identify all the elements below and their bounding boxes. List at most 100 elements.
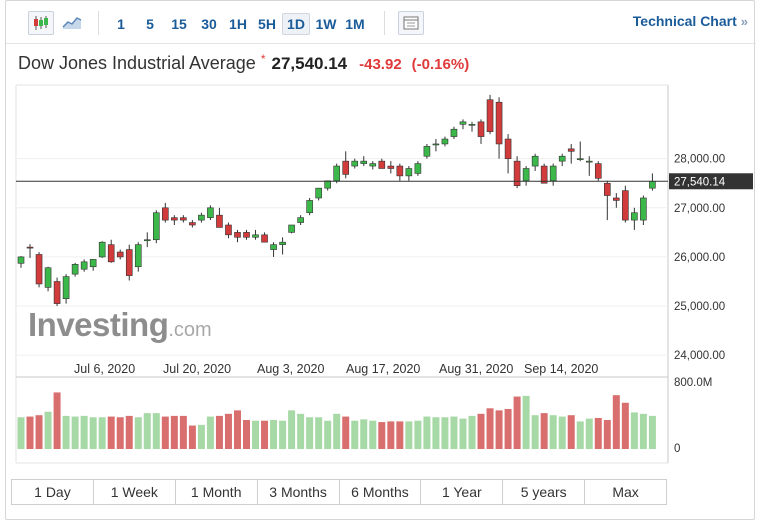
- volume-bar: [279, 420, 287, 449]
- volume-bar: [261, 420, 269, 449]
- volume-bars: [17, 392, 656, 449]
- candle-body: [116, 251, 124, 258]
- candle-body: [89, 259, 97, 268]
- candle-body: [80, 261, 88, 270]
- toolbar-divider: [98, 11, 99, 35]
- volume-bar: [288, 410, 296, 449]
- price-change: -43.92: [359, 56, 402, 73]
- volume-bar: [495, 410, 503, 449]
- volume-bar: [116, 417, 124, 449]
- date-axis: Jul 6, 2020 Jul 20, 2020 Aug 3, 2020 Aug…: [74, 362, 598, 376]
- volume-bar: [468, 415, 476, 449]
- candle-body: [162, 207, 169, 221]
- timeframe-1d[interactable]: 1D: [282, 13, 310, 35]
- volume-bar: [161, 416, 169, 449]
- range-3-months[interactable]: 3 Months: [257, 480, 340, 504]
- area-chart-icon[interactable]: [60, 11, 84, 33]
- candle-body: [631, 212, 638, 221]
- volume-bar: [459, 418, 467, 449]
- volume-bar: [188, 425, 196, 449]
- volume-bar: [630, 412, 638, 449]
- candle-body: [207, 207, 214, 218]
- price-axis: 28,000.00 27,000.00 26,000.00 25,000.00 …: [674, 154, 725, 362]
- candles: [17, 94, 656, 307]
- range-1-day[interactable]: 1 Day: [12, 480, 94, 504]
- volume-bar: [594, 417, 602, 449]
- y-tick-label: 28,000.00: [674, 154, 725, 166]
- volume-bar: [270, 420, 278, 449]
- candle-body: [225, 224, 232, 236]
- candle-body: [333, 165, 341, 182]
- range-5-years[interactable]: 5 years: [503, 480, 586, 504]
- candle-body: [378, 160, 386, 169]
- x-tick-label: Aug 17, 2020: [346, 362, 420, 376]
- candle-body: [531, 155, 539, 167]
- candle-body: [189, 222, 196, 226]
- price-tag-box: [669, 173, 753, 190]
- candle-body: [261, 234, 268, 243]
- candle-body: [504, 138, 512, 159]
- current-price-tag: 27,540.14: [669, 173, 753, 190]
- timeframe-5h[interactable]: 5H: [258, 16, 276, 32]
- volume-bar: [585, 418, 593, 449]
- range-1-week[interactable]: 1 Week: [93, 480, 176, 504]
- chart-toolbar: 1 5 15 30 1H 5H 1D 1W 1M Technical Chart…: [6, 1, 756, 44]
- candle-body: [35, 254, 43, 285]
- range-max[interactable]: Max: [585, 480, 666, 504]
- volume-bar: [549, 415, 557, 449]
- volume-bar: [333, 413, 341, 449]
- volume-bar: [576, 421, 584, 449]
- volume-bar: [17, 417, 25, 449]
- volume-bar: [567, 415, 575, 449]
- volume-bar: [450, 416, 458, 449]
- candlestick-icon[interactable]: [28, 11, 54, 35]
- technical-chart-link[interactable]: Technical Chart»: [633, 13, 748, 29]
- candle-body: [396, 165, 404, 177]
- timeframe-1w[interactable]: 1W: [315, 16, 337, 32]
- candle-body: [143, 239, 151, 242]
- volume-bar: [224, 413, 232, 449]
- candle-body: [649, 180, 656, 189]
- volume-bar: [125, 415, 133, 449]
- candle-body: [252, 234, 259, 238]
- investing-logo-watermark: Investing .com: [28, 306, 212, 344]
- candle-body: [640, 197, 647, 221]
- candle-body: [315, 187, 322, 199]
- timeframe-5min[interactable]: 5: [146, 16, 154, 32]
- x-tick-label: Jul 6, 2020: [74, 362, 135, 376]
- timeframe-1min[interactable]: 1: [117, 16, 125, 32]
- candle-body: [288, 224, 295, 233]
- candle-body: [216, 214, 223, 228]
- volume-bar: [540, 413, 548, 449]
- volume-bar: [143, 413, 151, 449]
- volume-bar: [80, 415, 88, 449]
- timeframe-30min[interactable]: 30: [201, 16, 217, 32]
- volume-bar: [44, 411, 52, 449]
- candle-body: [98, 241, 106, 258]
- candle-body: [198, 214, 205, 221]
- candle-body: [125, 249, 133, 276]
- volume-bar: [62, 415, 70, 449]
- candle-body: [432, 143, 440, 146]
- range-6-months[interactable]: 6 Months: [339, 480, 422, 504]
- candle-body: [107, 244, 115, 263]
- volume-bar: [243, 420, 250, 449]
- range-1-year[interactable]: 1 Year: [421, 480, 504, 504]
- candle-body: [486, 99, 494, 132]
- volume-bar: [387, 421, 395, 449]
- timeframe-1h[interactable]: 1H: [229, 16, 247, 32]
- timeframe-1m[interactable]: 1M: [345, 16, 365, 32]
- volume-bar: [432, 417, 440, 449]
- candle-body: [513, 160, 521, 187]
- volume-max-label: 800.0M: [674, 377, 712, 389]
- volume-bar: [324, 420, 332, 449]
- timeframe-15min[interactable]: 15: [171, 16, 187, 32]
- candle-body: [17, 256, 25, 264]
- volume-bar: [179, 415, 187, 449]
- range-1-month[interactable]: 1 Month: [175, 480, 258, 504]
- volume-bar: [648, 415, 656, 449]
- layout-icon[interactable]: [398, 11, 424, 35]
- candle-body: [477, 121, 485, 137]
- volume-bar: [306, 417, 314, 449]
